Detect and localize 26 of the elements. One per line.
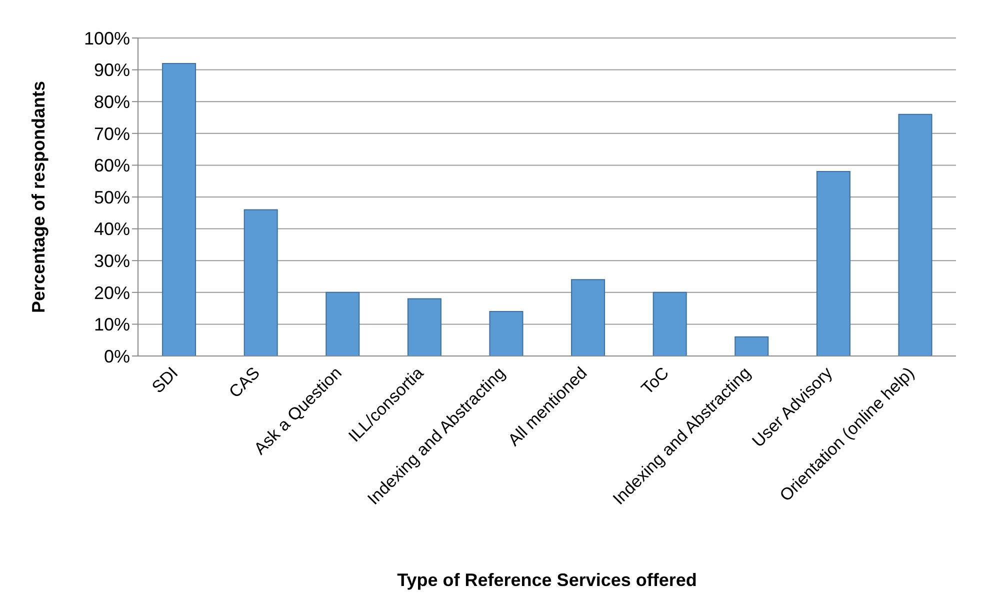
y-tick-label: 60%: [94, 156, 130, 176]
bar: [734, 336, 769, 356]
y-tick-label: 30%: [94, 250, 130, 271]
y-tick-label: 80%: [94, 92, 130, 112]
bar: [407, 298, 442, 356]
bar: [816, 171, 850, 356]
x-tick-label: ToC: [638, 363, 673, 398]
bar: [652, 292, 687, 356]
bar: [326, 292, 360, 356]
bar: [244, 209, 278, 356]
x-axis-title: Type of Reference Services offered: [397, 570, 697, 590]
y-axis-title: Percentage of respondants: [28, 80, 48, 314]
bar: [489, 310, 524, 356]
y-tick-label: 100%: [84, 28, 130, 48]
bar: [162, 62, 196, 356]
y-tick-label: 50%: [94, 187, 130, 208]
x-tick-label: CAS: [225, 363, 264, 402]
bar: [898, 114, 932, 356]
y-tick-label: 90%: [94, 60, 130, 80]
y-tick-label: 0%: [104, 346, 130, 366]
bar: [571, 279, 606, 356]
y-tick-label: 10%: [94, 314, 130, 335]
y-tick-label: 70%: [94, 124, 130, 144]
y-tick-label: 20%: [94, 282, 130, 303]
x-tick-label: SDI: [148, 363, 182, 397]
y-tick-label: 40%: [94, 219, 130, 240]
